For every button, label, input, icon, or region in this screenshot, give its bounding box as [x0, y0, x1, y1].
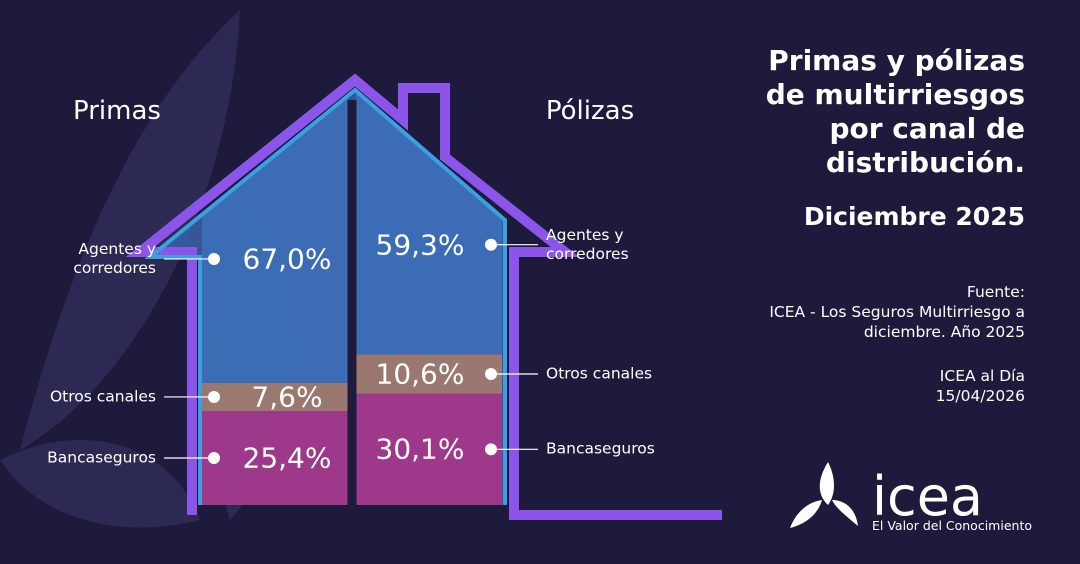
bar-segment	[356, 393, 502, 505]
source-label: Fuente:	[966, 283, 1025, 301]
value-label: 7,6%	[251, 380, 323, 414]
category-label: Pólizas	[545, 96, 635, 126]
logo-mark	[790, 462, 858, 528]
series-name: Otros canales	[546, 364, 653, 383]
series-name: Agentes y corredores	[546, 225, 629, 263]
value-label: 67,0%	[242, 242, 332, 276]
bar-segment	[202, 411, 348, 505]
title: Primas y pólizas de multirriesgos por ca…	[765, 44, 1025, 179]
value-label: 59,3%	[375, 228, 465, 262]
bar-segment	[356, 88, 502, 355]
source: ICEA - Los Seguros Multirriesgo a diciem…	[769, 303, 1025, 341]
bar-segment	[202, 382, 348, 412]
value-label: 10,6%	[375, 357, 465, 391]
house-outline	[125, 73, 722, 520]
subtitle: Diciembre 2025	[803, 202, 1025, 231]
date: 15/04/2026	[935, 387, 1025, 405]
value-label: 30,1%	[375, 432, 465, 466]
category-label: Primas	[73, 96, 161, 126]
note: ICEA al Día	[939, 367, 1025, 385]
tagline: El Valor del Conocimiento	[872, 518, 1032, 533]
series-name: Bancaseguros	[47, 448, 156, 467]
logo: icea	[872, 465, 984, 528]
series-name: Agentes y corredores	[73, 239, 156, 277]
bar-segment	[356, 354, 502, 394]
house-inner-outline	[144, 87, 507, 505]
value-label: 25,4%	[242, 441, 332, 475]
series-name: Otros canales	[49, 387, 156, 406]
series-name: Bancaseguros	[546, 439, 655, 458]
